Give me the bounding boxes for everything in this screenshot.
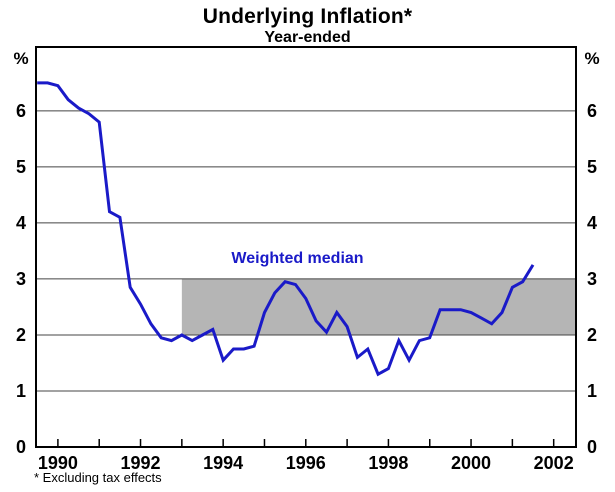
y-axis-unit-left: % [13, 49, 29, 68]
y-tick-label-left: 2 [15, 324, 26, 345]
y-tick-label-right: 0 [586, 437, 597, 457]
y-tick-label-left: 6 [15, 100, 26, 121]
x-tick-label: 2000 [451, 453, 492, 473]
y-tick-label-left: 0 [15, 437, 26, 457]
y-tick-label-left: 4 [15, 212, 26, 233]
x-tick-label: 1996 [285, 453, 326, 473]
chart-footnote: * Excluding tax effects [34, 470, 162, 485]
x-tick-label: 1992 [120, 453, 161, 473]
y-tick-label-right: 2 [586, 324, 597, 345]
y-tick-label-left: 1 [15, 380, 26, 401]
x-tick-label: 2002 [533, 453, 574, 473]
y-tick-label-right: 6 [586, 100, 597, 121]
y-tick-label-right: 3 [586, 268, 597, 289]
chart-title: Underlying Inflation* [202, 5, 413, 28]
plot-frame [35, 46, 577, 448]
weighted-median-label: Weighted median [231, 250, 364, 267]
y-tick-label-left: 3 [15, 268, 26, 289]
y-tick-label-left: 5 [15, 156, 26, 177]
x-tick-label: 1998 [368, 453, 409, 473]
y-tick-label-right: 1 [586, 380, 597, 401]
y-axis-unit-right: % [584, 49, 600, 68]
chart-subtitle: Year-ended [264, 29, 351, 46]
target-band [181, 278, 575, 335]
y-tick-label-right: 4 [586, 212, 597, 233]
x-tick-label: 1994 [203, 453, 244, 473]
x-tick-label: 1990 [37, 453, 78, 473]
weighted-median-line [37, 81, 535, 377]
y-tick-label-right: 5 [586, 156, 597, 177]
